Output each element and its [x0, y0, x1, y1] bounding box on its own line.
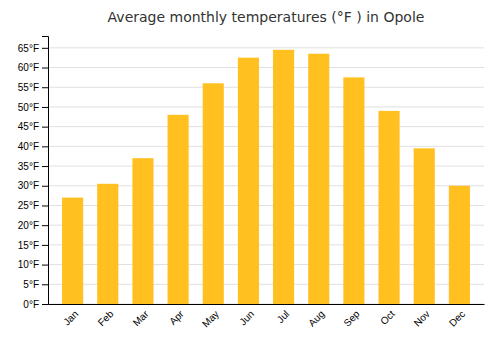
tick: Apr [167, 304, 186, 327]
tick: Jul [275, 304, 292, 325]
tick-label: Apr [167, 308, 186, 327]
bar [379, 111, 400, 304]
tick-label: Nov [412, 308, 432, 328]
tick: Feb [96, 304, 116, 328]
tick: 30°F [18, 180, 48, 191]
tick: Aug [306, 304, 326, 329]
tick: 35°F [18, 161, 48, 172]
tick-label: May [200, 308, 221, 329]
tick-label: Sep [341, 308, 362, 329]
tick-mark [42, 304, 48, 305]
bar [308, 54, 329, 304]
tick: 50°F [18, 102, 48, 113]
bar [238, 58, 259, 304]
tick-label: Feb [96, 308, 116, 328]
tick-label: Mar [131, 308, 151, 328]
tick: Jan [61, 304, 80, 327]
tick-label: Jan [61, 308, 80, 327]
tick-label: 0°F [23, 299, 39, 310]
tick: 5°F [23, 279, 48, 290]
tick-mark [42, 68, 48, 69]
tick-mark [42, 166, 48, 167]
tick-mark [42, 284, 48, 285]
chart-container: 0°F 5°F 10°F 15°F 20°F 25°F 30°F 35°F 40°F 45°F 50… [0, 0, 500, 350]
tick: 40°F [18, 141, 48, 152]
tick-label: 55°F [18, 82, 39, 93]
bar [449, 186, 470, 304]
tick-mark [42, 245, 48, 246]
bar [343, 77, 364, 304]
tick-mark [42, 186, 48, 187]
tick-label: 30°F [18, 180, 39, 191]
tick-label: Aug [306, 308, 326, 328]
tick: Jun [237, 304, 256, 327]
bar [203, 83, 224, 304]
tick: Oct [378, 304, 397, 327]
grid [48, 48, 484, 304]
tick-mark [42, 225, 48, 226]
tick-label: Jun [237, 308, 256, 327]
bar [273, 50, 294, 304]
bar [62, 198, 83, 304]
tick: 25°F [18, 200, 48, 211]
grid-line [48, 47, 484, 48]
tick: 20°F [18, 220, 48, 231]
tick-label: 65°F [18, 43, 39, 54]
tick-label: 60°F [18, 62, 39, 73]
tick-label: 10°F [18, 259, 39, 270]
tick-label: 40°F [18, 141, 39, 152]
tick: 65°F [18, 43, 48, 54]
title: Average monthly temperatures (°F ) in Op… [108, 9, 425, 25]
tick-mark [42, 146, 48, 147]
tick-mark [42, 107, 48, 108]
tick-mark [42, 87, 48, 88]
bar [132, 158, 153, 304]
bars [62, 50, 470, 304]
tick-label: Jul [275, 308, 292, 325]
grid-line [48, 67, 484, 68]
tick-mark [42, 265, 48, 266]
tick: Mar [131, 304, 151, 328]
tick-label: Dec [447, 308, 467, 328]
tick-mark [42, 205, 48, 206]
tick: 10°F [18, 259, 48, 270]
tick-label: 45°F [18, 121, 39, 132]
axis-line [42, 37, 49, 305]
tick-label: 5°F [23, 279, 39, 290]
tick: 55°F [18, 82, 48, 93]
tick-label: 20°F [18, 220, 39, 231]
tick-label: 25°F [18, 200, 39, 211]
tick: 0°F [23, 299, 48, 310]
bar [97, 184, 118, 304]
axis-line [49, 304, 485, 305]
tick-mark [42, 48, 48, 49]
tick-label: 15°F [18, 240, 39, 251]
y-axis: 0°F 5°F 10°F 15°F 20°F 25°F 30°F 35°F 40°F 45°F 50… [18, 37, 49, 310]
grid-line [48, 126, 484, 127]
x-axis: Jan Feb Mar Apr May Jun Jul Aug Sep Oct Nov Dec [49, 304, 485, 329]
tick: Nov [412, 304, 432, 329]
tick: 45°F [18, 121, 48, 132]
tick-label: 35°F [18, 161, 39, 172]
tick-label: 50°F [18, 102, 39, 113]
tick-mark [42, 127, 48, 128]
grid-line [48, 106, 484, 107]
bar [168, 115, 189, 304]
plot-area: 0°F 5°F 10°F 15°F 20°F 25°F 30°F 35°F 40°F 45°F 50… [18, 37, 485, 330]
tick: May [200, 304, 221, 329]
bar [414, 148, 435, 304]
tick: 15°F [18, 240, 48, 251]
grid-line [48, 87, 484, 88]
tick: Dec [447, 304, 467, 329]
tick: Sep [341, 304, 362, 329]
grid-line [48, 146, 484, 147]
tick: 60°F [18, 62, 48, 73]
chart-svg: 0°F 5°F 10°F 15°F 20°F 25°F 30°F 35°F 40°F 45°F 50… [0, 0, 500, 350]
tick-label: Oct [378, 308, 397, 327]
